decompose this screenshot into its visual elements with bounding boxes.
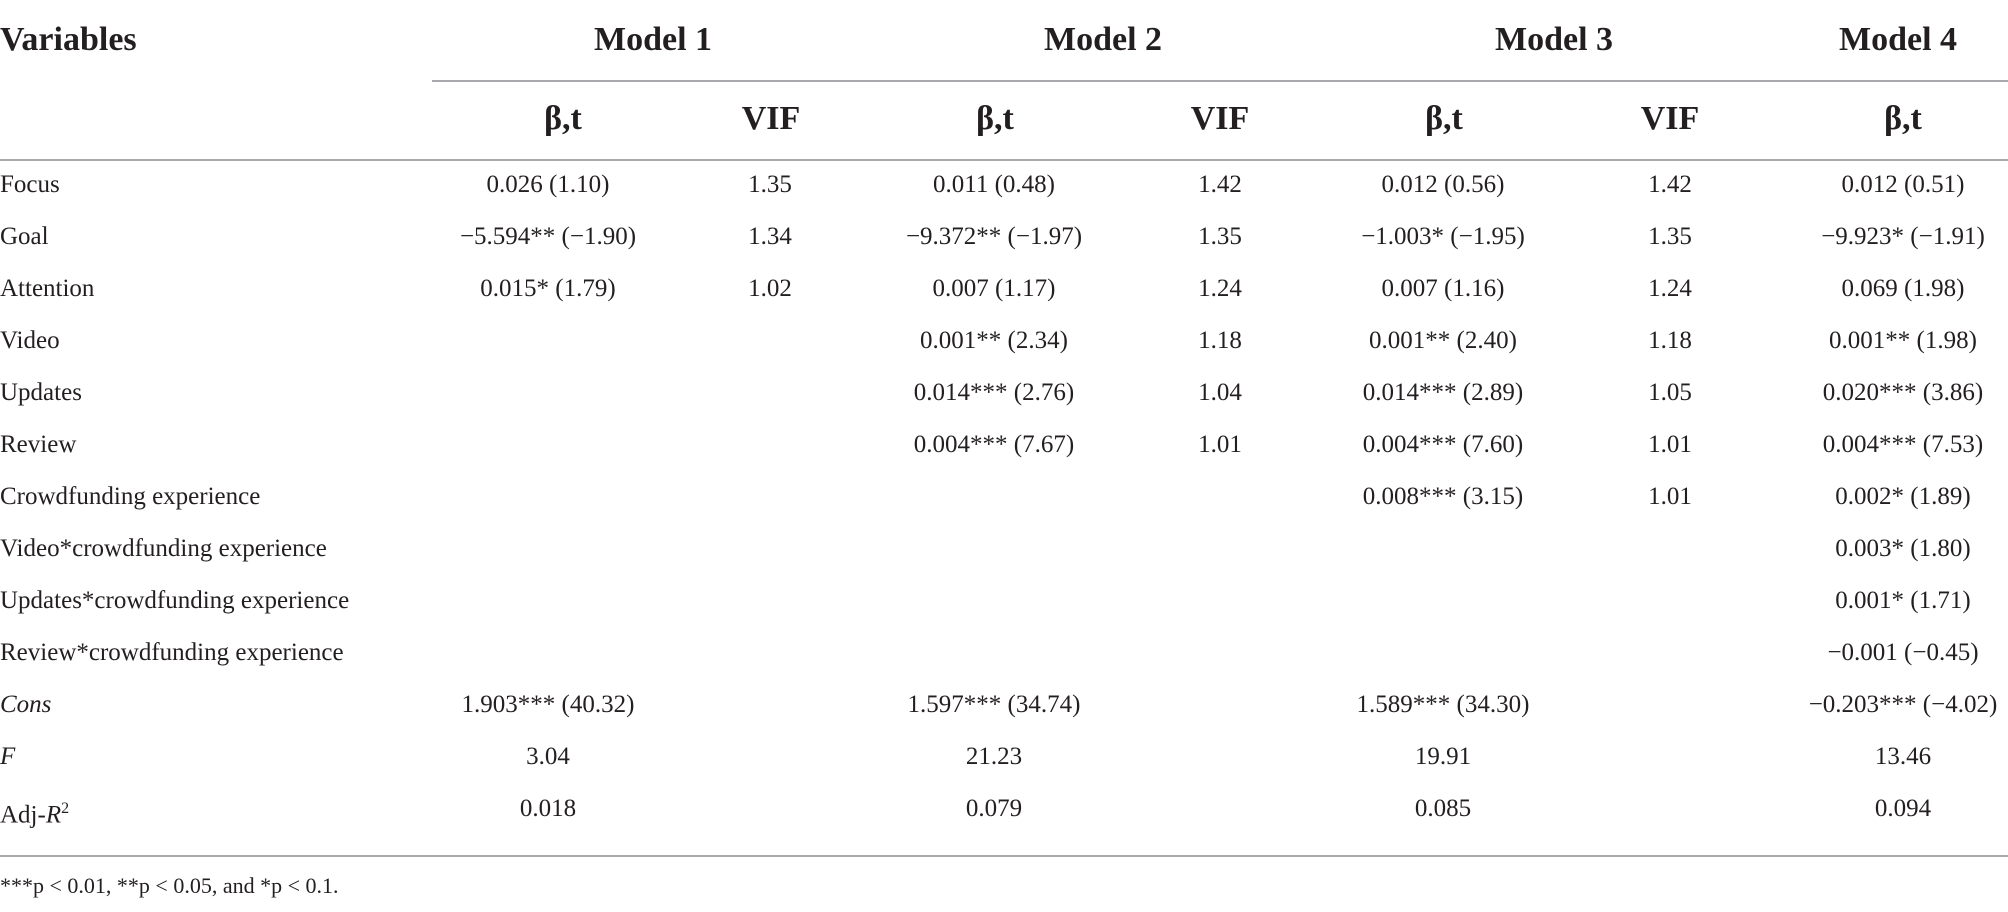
- table-cell: −5.594** (−1.90): [459, 223, 637, 250]
- table-cell: 13.46: [1874, 743, 1932, 770]
- table-cell: 0.015* (1.79): [480, 275, 616, 302]
- table-cell: 0.004*** (7.60): [1362, 431, 1524, 458]
- table-cell: 1.597*** (34.74): [907, 691, 1081, 718]
- table-cell: 1.589*** (34.30): [1356, 691, 1530, 718]
- table-cell: 1.02: [748, 275, 792, 302]
- row-label: Video*crowdfunding experience: [0, 535, 327, 562]
- table-cell: 1.24: [1198, 275, 1242, 302]
- header-model-1: Model 1: [594, 21, 713, 58]
- table-cell: 1.18: [1648, 327, 1692, 354]
- table-cell: −9.372** (−1.97): [905, 223, 1083, 250]
- row-label: Adj-R2: [0, 794, 69, 830]
- row-label: F: [0, 743, 16, 770]
- table-bottom-rule: [0, 855, 2008, 857]
- table-cell: 0.007 (1.17): [932, 275, 1056, 302]
- table-cell: 0.001** (2.40): [1369, 327, 1517, 354]
- row-label-superscript: 2: [61, 800, 70, 817]
- table-cell: 1.01: [1648, 483, 1692, 510]
- table-cell: −0.001 (−0.45): [1827, 639, 1979, 666]
- table-cell: 0.014*** (2.76): [913, 379, 1075, 406]
- table-cell: 0.018: [519, 795, 577, 822]
- table-cell: 0.001** (2.34): [920, 327, 1068, 354]
- table-cell: 19.91: [1414, 743, 1472, 770]
- table-cell: 0.001* (1.71): [1835, 587, 1971, 614]
- subheader-vif-2: VIF: [1190, 100, 1250, 137]
- header-model-4: Model 4: [1839, 21, 1958, 58]
- subheader-beta-t-1: β,t: [544, 100, 582, 137]
- table-cell: 0.004*** (7.67): [913, 431, 1075, 458]
- table-cell: 1.18: [1198, 327, 1242, 354]
- table-cell: 0.002* (1.89): [1835, 483, 1971, 510]
- row-label: Review*crowdfunding experience: [0, 639, 344, 666]
- footnote: ***p < 0.01, **p < 0.05, and *p < 0.1.: [0, 873, 339, 898]
- header-model-2: Model 2: [1044, 21, 1163, 58]
- table-cell: 0.094: [1874, 795, 1932, 822]
- row-label-variable: R: [45, 801, 62, 829]
- table-cell: 0.014*** (2.89): [1362, 379, 1524, 406]
- table-cell: 0.079: [965, 795, 1023, 822]
- row-label-base: Adj-: [0, 801, 46, 829]
- subheader-beta-t-4: β,t: [1884, 100, 1922, 137]
- table-cell: −0.203*** (−4.02): [1808, 691, 1998, 718]
- subheader-beta-t-2: β,t: [976, 100, 1014, 137]
- table-cell: 1.01: [1648, 431, 1692, 458]
- table-cell: 1.01: [1198, 431, 1242, 458]
- table-cell: 1.34: [748, 223, 792, 250]
- table-cell: 1.24: [1648, 275, 1692, 302]
- table-cell: 0.011 (0.48): [933, 171, 1055, 198]
- table-cell: 1.42: [1648, 171, 1692, 198]
- subheader-beta-t-3: β,t: [1425, 100, 1463, 137]
- table-cell: −9.923* (−1.91): [1821, 223, 1985, 250]
- table-cell: 0.012 (0.56): [1381, 171, 1505, 198]
- row-label: Focus: [0, 171, 60, 198]
- header-variables: Variables: [0, 21, 137, 58]
- table-cell: 0.012 (0.51): [1841, 171, 1965, 198]
- table-cell: 1.05: [1648, 379, 1692, 406]
- table-cell: 1.35: [748, 171, 792, 198]
- table-cell: 1.903*** (40.32): [461, 691, 635, 718]
- subheader-vif-3: VIF: [1640, 100, 1700, 137]
- table-cell: 1.04: [1198, 379, 1242, 406]
- table-cell: 0.007 (1.16): [1381, 275, 1505, 302]
- row-label: Cons: [0, 691, 52, 718]
- table-cell: 0.026 (1.10): [486, 171, 610, 198]
- table-cell: 0.003* (1.80): [1835, 535, 1971, 562]
- row-label: Attention: [0, 275, 95, 302]
- header-bottom-rule: [0, 159, 2008, 161]
- table-cell: 21.23: [965, 743, 1023, 770]
- table-cell: 1.35: [1198, 223, 1242, 250]
- row-label: Goal: [0, 223, 49, 250]
- row-label: Updates: [0, 379, 82, 406]
- row-label: Crowdfunding experience: [0, 483, 261, 510]
- table-cell: 0.069 (1.98): [1841, 275, 1965, 302]
- table-cell: 0.004*** (7.53): [1822, 431, 1984, 458]
- table-cell: 0.085: [1414, 795, 1472, 822]
- table-cell: 0.008*** (3.15): [1362, 483, 1524, 510]
- table-cell: −1.003* (−1.95): [1361, 223, 1525, 250]
- row-label: Video: [0, 327, 60, 354]
- row-label: Updates*crowdfunding experience: [0, 587, 350, 614]
- row-label: Review: [0, 431, 77, 458]
- table-cell: 0.001** (1.98): [1829, 327, 1977, 354]
- header-underline: [432, 80, 2008, 82]
- header-model-3: Model 3: [1495, 21, 1614, 58]
- table-cell: 1.42: [1198, 171, 1242, 198]
- table-cell: 0.020*** (3.86): [1822, 379, 1984, 406]
- table-cell: 1.35: [1648, 223, 1692, 250]
- subheader-vif-1: VIF: [741, 100, 801, 137]
- table-cell: 3.04: [526, 743, 570, 770]
